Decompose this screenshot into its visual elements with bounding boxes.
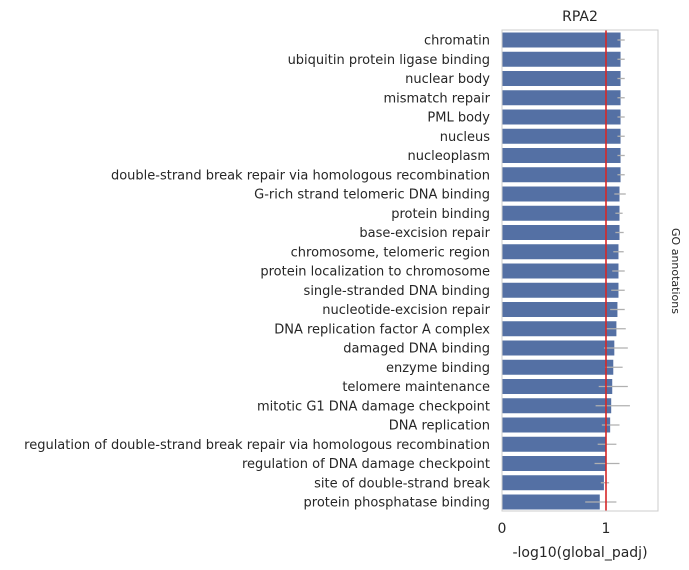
x-axis-title: -log10(global_padj) [512, 545, 647, 561]
category-label: enzyme binding [386, 361, 490, 376]
category-label: G-rich strand telomeric DNA binding [254, 188, 490, 203]
bar [502, 321, 617, 337]
category-label: mismatch repair [383, 91, 490, 106]
bar [502, 167, 621, 183]
bar [502, 263, 619, 279]
category-label: base-excision repair [359, 226, 490, 241]
category-label: double-strand break repair via homologou… [111, 168, 490, 183]
bar [502, 186, 620, 202]
bar [502, 128, 621, 144]
category-labels: chromatin ubiquitin protein ligase bindin… [24, 34, 491, 511]
bar [502, 205, 620, 221]
category-label: regulation of DNA damage checkpoint [242, 457, 490, 472]
bar [502, 32, 621, 48]
bar [502, 359, 614, 375]
bar [502, 90, 621, 106]
bar [502, 302, 618, 317]
bar [502, 148, 621, 163]
bar [502, 51, 621, 67]
category-label: damaged DNA binding [343, 342, 490, 357]
category-label: nucleus [440, 130, 490, 145]
category-label: nucleoplasm [408, 149, 490, 164]
category-label: PML body [427, 111, 490, 126]
category-label: site of double-strand break [314, 476, 490, 491]
bar [502, 71, 621, 86]
chart-title: RPA2 [562, 9, 598, 25]
bar [502, 225, 620, 240]
category-label: single-stranded DNA binding [304, 284, 490, 299]
category-label: regulation of double-strand break repair… [24, 438, 490, 453]
side-axis-label: GO annotations [669, 228, 682, 314]
category-label: telomere maintenance [342, 380, 490, 395]
category-label: mitotic G1 DNA damage checkpoint [257, 399, 490, 414]
bar [502, 244, 619, 260]
category-label: DNA replication [389, 419, 490, 434]
category-label: nuclear body [405, 72, 490, 87]
bar [502, 109, 621, 125]
bar [502, 340, 615, 356]
bar [502, 494, 600, 510]
category-label: protein phosphatase binding [304, 496, 490, 511]
category-label: nucleotide-excision repair [322, 303, 490, 318]
bar [502, 417, 611, 433]
category-label: ubiquitin protein ligase binding [288, 53, 490, 68]
bar [502, 475, 604, 491]
plot-errors [585, 39, 630, 503]
x-tick-label: 1 [602, 521, 611, 537]
bar [502, 379, 613, 394]
x-tick-label: 0 [498, 521, 507, 537]
category-label: chromosome, telomeric region [291, 245, 490, 260]
category-label: DNA replication factor A complex [274, 322, 490, 337]
bar [502, 456, 606, 471]
plot-frame [501, 29, 659, 512]
category-label: chromatin [424, 34, 490, 49]
category-label: protein binding [391, 207, 490, 222]
plot-bars [502, 32, 621, 510]
bar [502, 398, 612, 414]
bar [502, 436, 606, 452]
category-label: protein localization to chromosome [260, 265, 490, 280]
bar [502, 282, 619, 298]
